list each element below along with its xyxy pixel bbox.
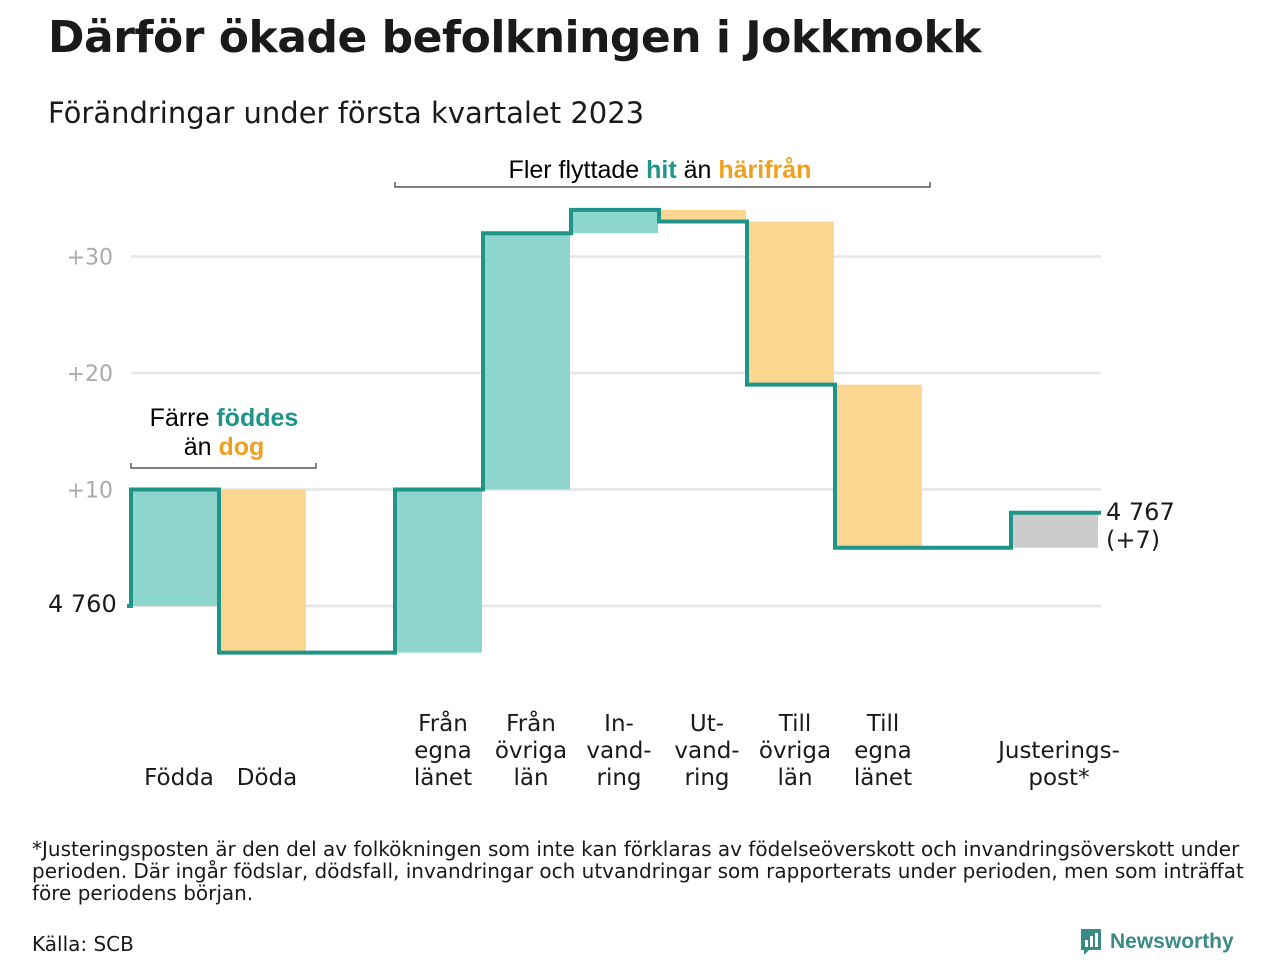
annotation-migration: Fler flyttade hit än härifrån <box>509 156 812 184</box>
x-category-label: Till <box>866 711 900 737</box>
x-category-label: Från <box>418 709 468 737</box>
footnote: *Justeringsposten är den del av folkökni… <box>32 837 1244 905</box>
waterfall-bar <box>221 489 306 653</box>
end-value-label: 4 767 <box>1106 498 1175 526</box>
x-category-label: Till <box>778 711 812 737</box>
source-label: Källa: SCB <box>32 932 134 956</box>
waterfall-bar <box>573 209 658 234</box>
cumulative-line <box>127 207 1101 655</box>
waterfall-chart: +10+20+30 Födda DödaFrånegnalänetFrånövri… <box>48 156 1175 791</box>
x-category-label: länet <box>414 765 472 791</box>
x-category-label: övriga <box>495 738 567 764</box>
x-category-label: In- <box>604 711 634 737</box>
x-category-label: övriga <box>759 738 831 764</box>
y-tick-label: +30 <box>67 246 113 271</box>
x-category-label: egna <box>414 738 471 764</box>
x-category-label: post* <box>1028 765 1089 791</box>
x-category-label: län <box>777 765 812 791</box>
waterfall-bar <box>485 233 570 490</box>
x-category-label: ring <box>684 765 729 791</box>
x-category-label: Födda <box>144 765 214 791</box>
y-tick-label: +10 <box>67 479 113 504</box>
annotation-births-deaths-line2: än dog <box>184 433 265 461</box>
annotation-bracket-births <box>130 463 317 469</box>
x-category-label: egna <box>854 738 911 764</box>
x-category-label: Från <box>506 709 556 737</box>
annotation-births-deaths-line1: Färre föddes <box>150 404 299 432</box>
x-category-label: länet <box>854 765 912 791</box>
annotation-bracket-migration <box>394 182 931 188</box>
x-category-label: vand- <box>674 738 739 764</box>
waterfall-bar <box>397 489 482 653</box>
waterfall-bar <box>1013 512 1098 548</box>
x-category-label: Justerings- <box>996 738 1120 764</box>
newsworthy-logo-icon <box>1081 929 1101 955</box>
brand-name: Newsworthy <box>1110 930 1234 953</box>
y-tick-label: +20 <box>67 362 113 387</box>
waterfall-bar <box>133 489 218 606</box>
waterfall-bar <box>837 384 922 548</box>
brand-logo: Newsworthy <box>1080 928 1234 956</box>
chart-subtitle: Förändringar under första kvartalet 2023 <box>48 96 645 130</box>
x-category-label: län <box>513 765 548 791</box>
x-category-label: ring <box>596 765 641 791</box>
x-category-label: Ut- <box>690 711 724 737</box>
start-value-label: 4 760 <box>48 590 117 618</box>
x-category-label: Döda <box>237 765 297 791</box>
waterfall-bar <box>749 221 834 385</box>
end-change-label: (+7) <box>1106 526 1160 554</box>
x-category-label: vand- <box>586 738 651 764</box>
chart-title: Därför ökade befolkningen i Jokkmokk <box>48 12 982 63</box>
waterfall-bar <box>661 209 746 222</box>
